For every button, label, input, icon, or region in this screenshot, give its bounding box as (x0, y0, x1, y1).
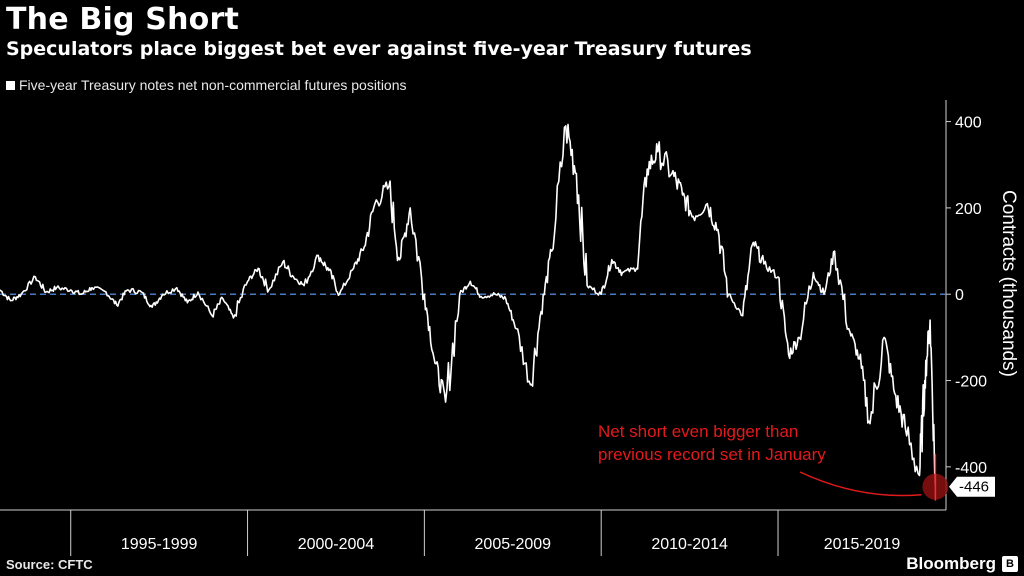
annotation-line-2: previous record set in January (598, 445, 826, 464)
source-note: Source: CFTC (6, 557, 93, 572)
legend-swatch (6, 80, 15, 90)
x-tick-label: 2015-2019 (824, 536, 901, 553)
annotation-arrow (799, 471, 922, 497)
x-tick-label: 2005-2009 (475, 536, 552, 553)
last-value-callout-box (949, 476, 995, 497)
brand-logo-icon: B (1002, 556, 1018, 572)
y-tick-label: -400 (955, 460, 987, 477)
legend-label: Five-year Treasury notes net non-commerc… (19, 77, 407, 93)
x-tick-label: 1995-1999 (121, 536, 198, 553)
chart-subtitle: Speculators place biggest bet ever again… (6, 38, 752, 60)
chart-axes: 400 200 0 -200 -400 Contracts (thousands) 1995… (0, 100, 1019, 556)
annotation-layer: -446 Net short even bigger than previous r… (598, 422, 995, 501)
x-tick-label: 2000-2004 (298, 536, 375, 553)
last-value-callout-label: -446 (959, 479, 989, 496)
series-line (0, 123, 937, 487)
y-axis-label: Contracts (thousands) (998, 190, 1019, 377)
y-tick-label: 400 (955, 115, 982, 132)
x-tick-label: 2010-2014 (651, 536, 728, 553)
series-layer (0, 123, 937, 487)
legend: Five-year Treasury notes net non-commerc… (6, 77, 407, 93)
y-tick-label: 0 (955, 287, 964, 304)
brand-name: Bloomberg (906, 554, 996, 573)
annotation-line-1: Net short even bigger than (598, 422, 798, 441)
y-tick-label: 200 (955, 201, 982, 218)
chart-title: The Big Short (6, 2, 239, 37)
y-tick-label: -200 (955, 374, 987, 391)
